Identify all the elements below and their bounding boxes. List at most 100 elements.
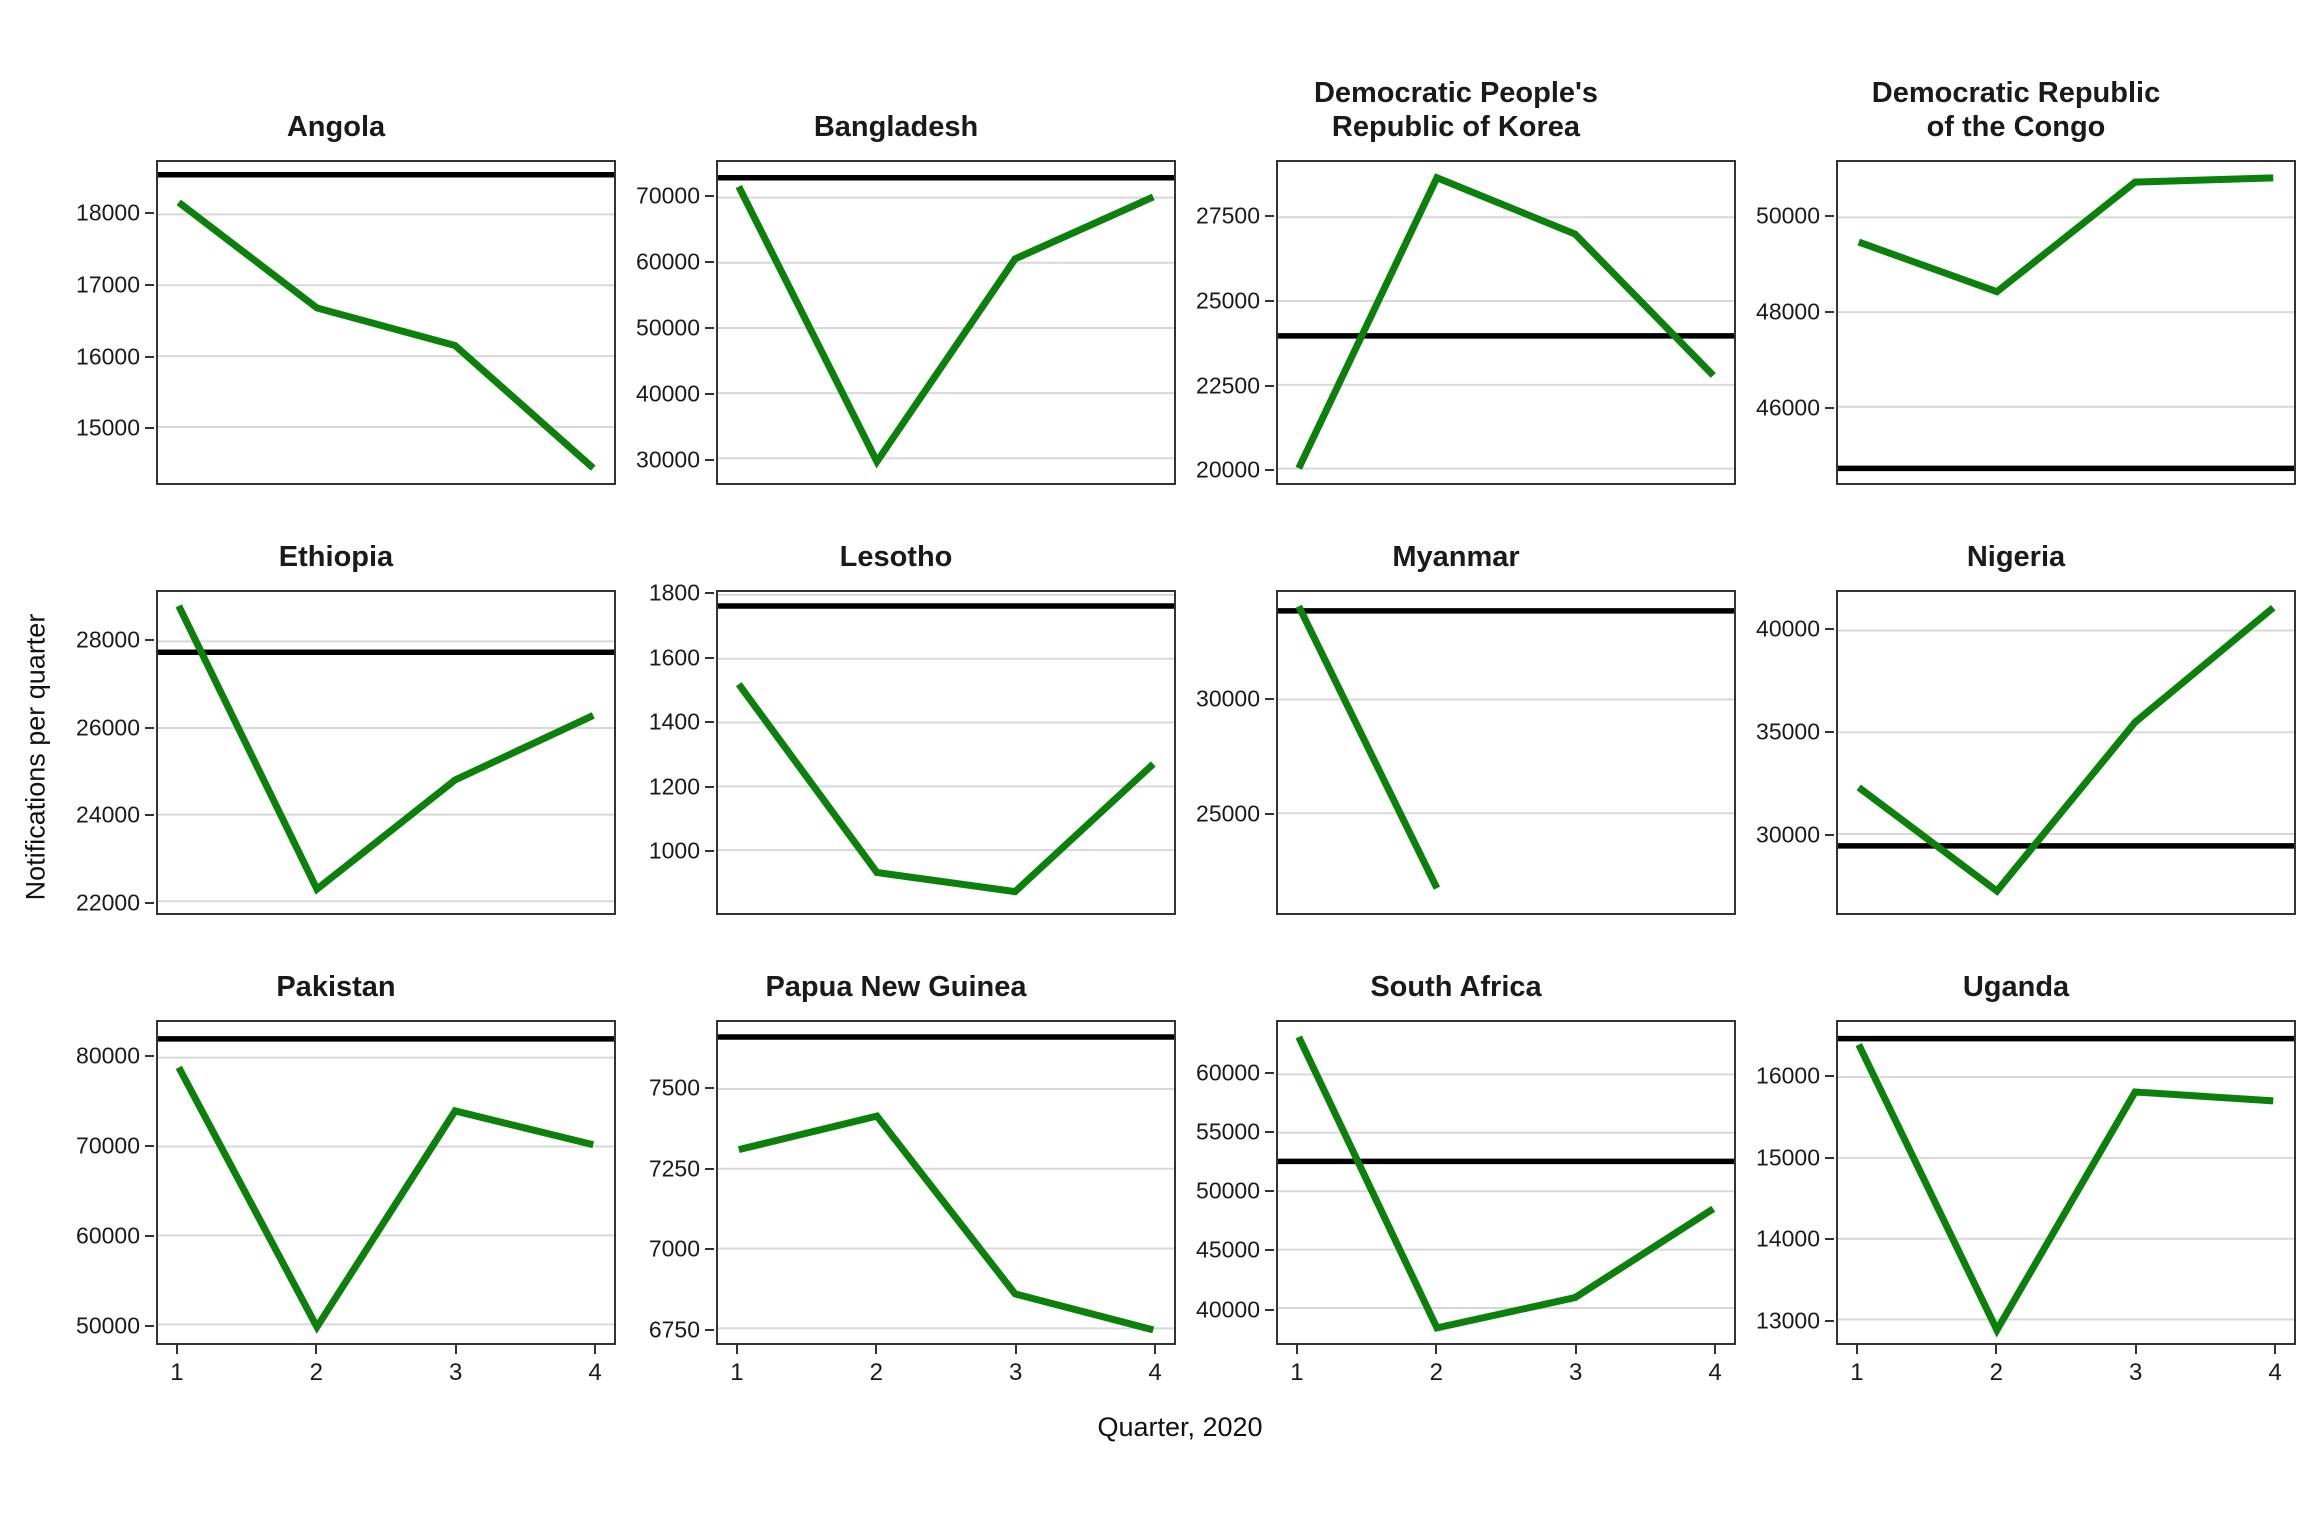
y-tick-label: 60000 (636, 248, 700, 275)
x-tick-mark (2134, 1345, 2137, 1354)
trend-line (1859, 608, 2274, 891)
y-tick-mark (705, 1167, 714, 1170)
x-tick-label: 4 (1708, 1359, 1722, 1386)
x-tick-mark (175, 1345, 178, 1354)
trend-line (1859, 178, 2274, 292)
y-axis: 30000 40000 50000 60000 70000 (616, 160, 716, 485)
y-tick-label: 25000 (1196, 800, 1260, 827)
x-tick-label: 1 (1850, 1359, 1864, 1386)
facet-papua-new-guinea: Papua New Guinea 6750 7000 7250 7500 1 2 3 4 (616, 915, 1176, 1391)
line-chart (1278, 162, 1734, 483)
facet-panel (1276, 160, 1736, 485)
x-tick-mark (875, 1345, 878, 1354)
trend-line (739, 684, 1154, 891)
x-tick-mark (594, 1345, 597, 1354)
facet-panel (156, 590, 616, 915)
x-tick-label: 3 (1009, 1359, 1023, 1386)
line-chart (158, 162, 614, 483)
y-tick-mark (705, 656, 714, 659)
trend-line (179, 606, 594, 889)
x-tick-label: 3 (449, 1359, 463, 1386)
y-tick-label: 40000 (636, 380, 700, 407)
facet-title: Myanmar (1392, 540, 1520, 573)
x-tick-mark (735, 1345, 738, 1354)
y-tick-label: 45000 (1196, 1236, 1260, 1263)
facet-plot-area: 13000 14000 15000 16000 (1736, 1020, 2296, 1345)
y-tick-mark (705, 195, 714, 198)
y-axis: 13000 14000 15000 16000 (1736, 1020, 1836, 1345)
y-tick-mark (145, 902, 154, 905)
y-tick-label: 1200 (648, 773, 700, 800)
y-tick-mark (145, 283, 154, 286)
facet-panel (156, 1020, 616, 1345)
line-chart (1838, 162, 2294, 483)
y-tick-label: 24000 (76, 801, 140, 828)
facet-title: Democratic People's Republic of Korea (1313, 77, 1599, 143)
y-tick-mark (1825, 1156, 1834, 1159)
y-tick-label: 14000 (1756, 1225, 1820, 1252)
facet-plot-area: 20000 22500 25000 27500 (1176, 160, 1736, 485)
facet-pakistan: Pakistan 50000 60000 70000 80000 1 2 3 4 (56, 915, 616, 1391)
y-tick-mark (145, 726, 154, 729)
y-tick-mark (705, 721, 714, 724)
y-tick-mark (1265, 1190, 1274, 1193)
y-tick-mark (1265, 1131, 1274, 1134)
facet-south-africa: South Africa 40000 45000 50000 55000 60000 1 2 3… (1176, 915, 1736, 1391)
x-tick-mark (1995, 1345, 1998, 1354)
facet-uganda: Uganda 13000 14000 15000 16000 1 2 3 4 (1736, 915, 2296, 1391)
x-tick-mark (315, 1345, 318, 1354)
y-tick-label: 30000 (636, 446, 700, 473)
y-tick-mark (1825, 310, 1834, 313)
facet-plot-area: 40000 45000 50000 55000 60000 (1176, 1020, 1736, 1345)
line-chart (1278, 1022, 1734, 1343)
trend-line (1299, 1037, 1714, 1328)
facet-title: Ethiopia (278, 540, 394, 573)
y-tick-label: 7250 (648, 1155, 700, 1182)
y-tick-label: 13000 (1756, 1307, 1820, 1334)
x-axis: 1 2 3 4 (156, 1345, 616, 1391)
y-tick-mark (145, 1325, 154, 1328)
x-tick-mark (1574, 1345, 1577, 1354)
x-tick-label: 4 (2268, 1359, 2282, 1386)
y-tick-mark (1825, 1074, 1834, 1077)
y-tick-mark (145, 1235, 154, 1238)
facet-title: Angola (286, 110, 386, 143)
y-tick-label: 22500 (1196, 372, 1260, 399)
trend-line (1299, 178, 1714, 469)
x-tick-label: 4 (1148, 1359, 1162, 1386)
y-axis: 1000 1200 1400 1600 1800 (616, 579, 716, 915)
y-tick-label: 15000 (76, 414, 140, 441)
facet-panel (1836, 160, 2296, 485)
y-tick-label: 1600 (648, 644, 700, 671)
x-tick-mark (1295, 1345, 1298, 1354)
facet-title: Uganda (1962, 970, 2070, 1003)
facet-dr-congo: Democratic Republic of the Congo 46000 480… (1736, 40, 2296, 485)
x-tick-mark (1714, 1345, 1717, 1354)
y-tick-mark (705, 458, 714, 461)
y-tick-label: 30000 (1196, 685, 1260, 712)
y-tick-label: 50000 (1756, 202, 1820, 229)
y-tick-mark (705, 1086, 714, 1089)
facet-panel (1276, 590, 1736, 915)
y-tick-label: 60000 (1196, 1059, 1260, 1086)
line-chart (718, 592, 1174, 913)
y-tick-label: 40000 (1756, 615, 1820, 642)
y-tick-label: 48000 (1756, 298, 1820, 325)
y-tick-label: 6750 (648, 1316, 700, 1343)
x-tick-label: 1 (730, 1359, 744, 1386)
y-axis: 6750 7000 7250 7500 (616, 1020, 716, 1345)
y-tick-label: 16000 (1756, 1062, 1820, 1089)
facet-panel (1836, 590, 2296, 915)
y-tick-mark (1265, 812, 1274, 815)
facet-myanmar: Myanmar 25000 30000 (1176, 485, 1736, 915)
y-axis: 40000 45000 50000 55000 60000 (1176, 1020, 1276, 1345)
y-tick-mark (1825, 1320, 1834, 1323)
y-tick-label: 30000 (1756, 821, 1820, 848)
facet-panel (1276, 1020, 1736, 1345)
facet-plot-area: 25000 30000 (1176, 590, 1736, 915)
facet-title: South Africa (1370, 970, 1542, 1003)
facet-panel (716, 1020, 1176, 1345)
facet-angola: Angola 15000 16000 17000 18000 (56, 40, 616, 485)
facet-nigeria: Nigeria 30000 35000 40000 (1736, 485, 2296, 915)
trend-line (1299, 606, 1437, 888)
